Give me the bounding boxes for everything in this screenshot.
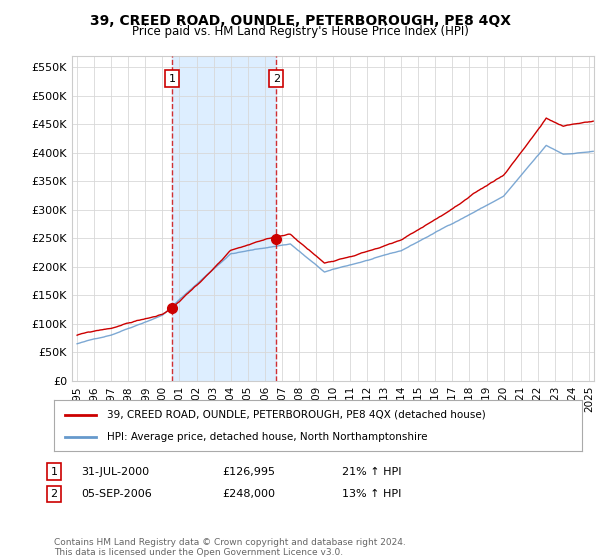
Text: £126,995: £126,995	[222, 466, 275, 477]
Text: 31-JUL-2000: 31-JUL-2000	[81, 466, 149, 477]
Text: 39, CREED ROAD, OUNDLE, PETERBOROUGH, PE8 4QX: 39, CREED ROAD, OUNDLE, PETERBOROUGH, PE…	[89, 14, 511, 28]
Text: 13% ↑ HPI: 13% ↑ HPI	[342, 489, 401, 499]
Text: 05-SEP-2006: 05-SEP-2006	[81, 489, 152, 499]
Text: Price paid vs. HM Land Registry's House Price Index (HPI): Price paid vs. HM Land Registry's House …	[131, 25, 469, 38]
Text: 1: 1	[50, 466, 58, 477]
Text: 2: 2	[273, 74, 280, 84]
Text: Contains HM Land Registry data © Crown copyright and database right 2024.
This d: Contains HM Land Registry data © Crown c…	[54, 538, 406, 557]
Text: HPI: Average price, detached house, North Northamptonshire: HPI: Average price, detached house, Nort…	[107, 432, 427, 442]
Bar	[172, 56, 277, 381]
Text: 21% ↑ HPI: 21% ↑ HPI	[342, 466, 401, 477]
Text: 2: 2	[50, 489, 58, 499]
Text: 1: 1	[169, 74, 176, 84]
Text: 39, CREED ROAD, OUNDLE, PETERBOROUGH, PE8 4QX (detached house): 39, CREED ROAD, OUNDLE, PETERBOROUGH, PE…	[107, 409, 485, 419]
Text: £248,000: £248,000	[222, 489, 275, 499]
